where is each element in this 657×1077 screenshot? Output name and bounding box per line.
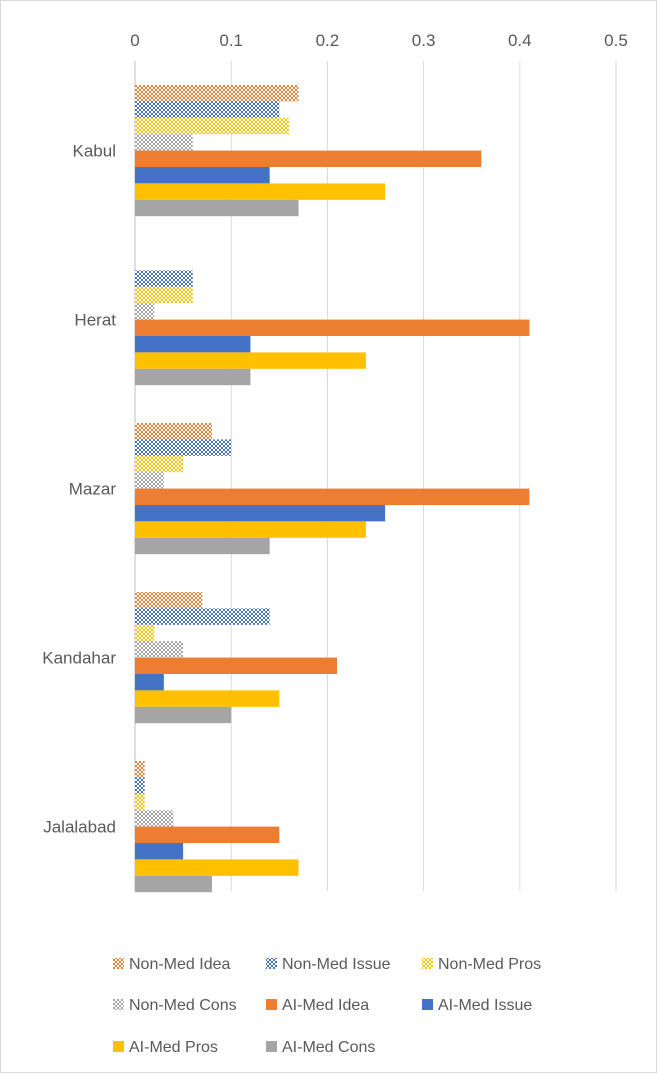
legend-swatch-non-med-idea	[113, 958, 124, 969]
bar-jalalabad-non-med-pros	[135, 793, 145, 811]
bar-kabul-non-med-pros	[135, 117, 289, 135]
bar-herat-ai-med-pros	[135, 352, 366, 369]
category-label-mazar: Mazar	[69, 480, 117, 499]
legend-swatch-ai-med-pros	[113, 1041, 124, 1052]
bar-kandahar-ai-med-pros	[135, 690, 280, 707]
bar-mazar-non-med-pros	[135, 455, 184, 473]
bar-kandahar-ai-med-issue	[135, 674, 164, 691]
bar-kabul-ai-med-issue	[135, 167, 270, 184]
bars	[135, 85, 530, 893]
bar-jalalabad-non-med-idea	[135, 761, 145, 778]
bar-kabul-ai-med-pros	[135, 183, 386, 200]
bar-kabul-non-med-idea	[135, 85, 299, 102]
x-tick-label: 0.5	[604, 31, 628, 50]
bar-kabul-ai-med-cons	[135, 199, 299, 217]
category-labels: Kabul Herat Mazar Kandahar Jalalabad	[42, 142, 116, 837]
bar-mazar-ai-med-cons	[135, 537, 270, 555]
bar-kabul-non-med-cons	[135, 134, 193, 151]
legend-label-ai-med-pros: AI-Med Pros	[129, 1039, 218, 1056]
category-label-herat: Herat	[74, 311, 116, 330]
category-label-kabul: Kabul	[73, 142, 116, 161]
bar-herat-non-med-cons	[135, 303, 155, 320]
x-tick-label: 0	[130, 31, 139, 50]
bar-jalalabad-ai-med-cons	[135, 875, 212, 893]
bar-herat-ai-med-issue	[135, 336, 251, 353]
bar-mazar-ai-med-pros	[135, 521, 366, 538]
bar-mazar-non-med-cons	[135, 472, 164, 489]
bar-kandahar-non-med-cons	[135, 641, 184, 658]
legend-swatch-non-med-issue	[266, 958, 277, 969]
bar-kandahar-non-med-issue	[135, 608, 270, 625]
category-label-kandahar: Kandahar	[42, 649, 116, 668]
bar-kabul-ai-med-idea	[135, 150, 482, 167]
legend-swatch-non-med-cons	[113, 999, 124, 1010]
bar-mazar-ai-med-idea	[135, 488, 530, 505]
legend: Non-Med Idea Non-Med Issue Non-Med Pros Non…	[113, 956, 541, 1056]
bar-mazar-non-med-issue	[135, 439, 232, 456]
bar-jalalabad-ai-med-idea	[135, 826, 280, 843]
x-tick-label: 0.1	[219, 31, 243, 50]
legend-label-ai-med-cons: AI-Med Cons	[282, 1039, 375, 1056]
legend-swatch-ai-med-issue	[422, 999, 433, 1010]
legend-label-ai-med-idea: AI-Med Idea	[282, 997, 369, 1014]
bar-jalalabad-non-med-issue	[135, 777, 145, 794]
bar-kandahar-ai-med-cons	[135, 706, 232, 724]
bar-kandahar-non-med-idea	[135, 592, 203, 609]
bar-herat-ai-med-idea	[135, 319, 530, 336]
bar-herat-non-med-pros	[135, 286, 193, 304]
legend-label-non-med-pros: Non-Med Pros	[438, 956, 541, 973]
bar-mazar-non-med-idea	[135, 423, 212, 440]
bar-kandahar-non-med-pros	[135, 624, 155, 642]
bar-jalalabad-ai-med-pros	[135, 859, 299, 876]
legend-label-non-med-idea: Non-Med Idea	[129, 956, 230, 973]
category-label-jalalabad: Jalalabad	[43, 818, 116, 837]
legend-label-non-med-cons: Non-Med Cons	[129, 997, 237, 1014]
x-tick-label: 0.2	[316, 31, 340, 50]
legend-label-non-med-issue: Non-Med Issue	[282, 956, 391, 973]
legend-swatch-non-med-pros	[422, 958, 433, 969]
bar-herat-ai-med-cons	[135, 368, 251, 386]
legend-swatch-ai-med-cons	[266, 1041, 277, 1052]
bar-mazar-ai-med-issue	[135, 505, 386, 522]
bar-jalalabad-non-med-cons	[135, 810, 174, 827]
bar-kabul-non-med-issue	[135, 101, 280, 118]
legend-swatch-ai-med-idea	[266, 999, 277, 1010]
bar-herat-non-med-issue	[135, 270, 193, 287]
x-tick-label: 0.3	[412, 31, 436, 50]
bar-jalalabad-ai-med-issue	[135, 843, 184, 860]
bar-kandahar-ai-med-idea	[135, 657, 338, 674]
x-tick-label: 0.4	[508, 31, 532, 50]
legend-label-ai-med-issue: AI-Med Issue	[438, 997, 532, 1014]
x-tick-labels: 0 0.1 0.2 0.3 0.4 0.5	[130, 31, 628, 50]
